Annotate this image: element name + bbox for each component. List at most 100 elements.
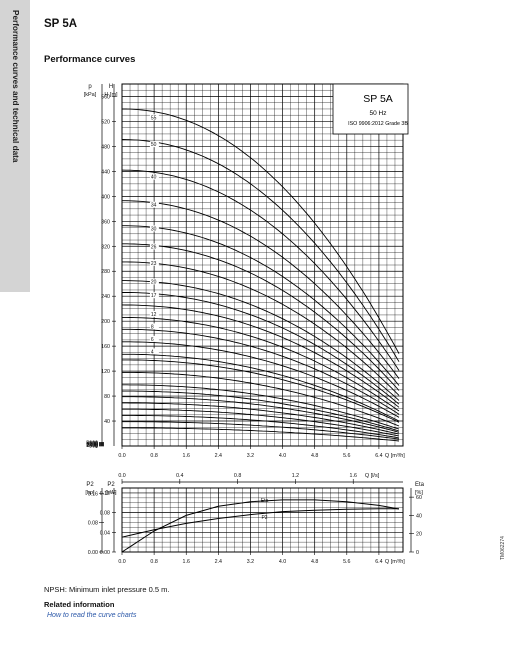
stage-curve-3 [122, 427, 400, 442]
x-axis-tick-label: 4.0 [279, 453, 286, 459]
stage-label-bg [149, 114, 159, 121]
stage-curve-10 [122, 384, 400, 430]
stage-curve-4 [122, 421, 400, 440]
h-axis-tick-label: 440 [101, 169, 110, 175]
flow-axis-unit: Q [l/s] [365, 473, 380, 479]
p-axis-tick-label: 4800 [86, 441, 98, 447]
stage-label-bg [149, 335, 159, 342]
stage-label: 20 [151, 279, 157, 285]
stage-label: 12 [151, 312, 157, 318]
p-axis-unit: [kPa] [84, 92, 97, 98]
stage-curve-40 [122, 200, 400, 379]
p-axis-symbol: p [88, 84, 92, 90]
stage-curve-12 [122, 371, 400, 427]
stage-label: 50 [151, 142, 157, 148]
h-axis-tick-label: 360 [101, 219, 110, 225]
stage-curve-25 [122, 292, 400, 405]
legend-box: SP 5A 50 Hz ISO 9906:2012 Grade 3B [332, 83, 409, 135]
x2-axis-tick-label: 1.6 [183, 559, 190, 565]
hp-axis-symbol: P2 [86, 482, 94, 488]
h-axis-tick-label: 120 [101, 369, 110, 375]
stage-curve-21 [122, 316, 400, 412]
stage-curve-55 [122, 108, 400, 354]
stage-label: 6 [151, 337, 154, 343]
stage-curve-14 [122, 359, 400, 423]
stage-label-bg [149, 141, 159, 148]
stage-curve-5 [122, 414, 400, 439]
stage-label-bg [149, 243, 159, 250]
x2-axis-tick-label: 4.8 [311, 559, 318, 565]
stage-curve-36 [122, 225, 400, 386]
kw-axis-unit: [kW] [106, 490, 117, 496]
p-axis-tick-label: 1600 [86, 443, 98, 449]
eta-axis-tick-label: 60 [416, 495, 422, 501]
hp-axis-unit: [hp] [85, 490, 95, 496]
stage-label-bg [149, 348, 159, 355]
h-axis-tick-label: 40 [104, 419, 110, 425]
stage-label-bg [149, 323, 159, 330]
curve-chart-link[interactable]: How to read the curve charts [47, 612, 137, 619]
stage-curve-23 [121, 304, 400, 408]
h-axis-tick-label: 560 [101, 94, 110, 100]
p-axis-tick-label: 4000 [86, 441, 98, 447]
stage-label-bg [149, 310, 159, 317]
page-title: SP 5A [44, 18, 78, 30]
stage-label-bg [149, 225, 159, 232]
plot2-frame [121, 487, 404, 553]
stage-curve-30 [122, 261, 400, 396]
stage-curve-9 [122, 390, 400, 432]
stage-label-bg [149, 278, 159, 285]
stage-label: 30 [151, 226, 157, 232]
stage-curve-15 [122, 353, 400, 422]
p2-curve-label: P2 [261, 515, 267, 521]
kw-axis-symbol: P2 [107, 482, 115, 488]
stage-label: 8 [151, 324, 154, 330]
p2-curve [121, 508, 399, 538]
stage-curve-50 [121, 139, 400, 362]
stage-label: 4 [151, 349, 154, 355]
stage-label-bg [149, 173, 159, 180]
stage-curve-6 [122, 408, 400, 437]
h-axis-tick-label: 280 [101, 269, 110, 275]
x2-axis-tick-label: 4.0 [279, 559, 286, 565]
stage-curve-19 [122, 328, 400, 415]
stage-label: 26 [151, 245, 157, 251]
x-axis-tick-label: 1.6 [183, 453, 190, 459]
legend-standard: ISO 9906:2012 Grade 3B [348, 121, 408, 127]
h-axis-symbol: H [109, 84, 113, 90]
x-axis-tick-label: 2.4 [215, 453, 222, 459]
stage-curve-17 [122, 341, 400, 418]
eta-axis-tick-label: 40 [416, 513, 422, 519]
kw-axis-tick-label: 0.00 [100, 550, 110, 556]
flow-axis-tick-label: 0.4 [176, 473, 183, 479]
stage-curve-8 [122, 396, 400, 433]
x-axis-tick-label: 5.6 [343, 453, 350, 459]
flow-axis-tick-label: 1.2 [292, 473, 299, 479]
eta-axis-unit: [%] [415, 490, 423, 496]
stage-label: 40 [151, 175, 157, 181]
x2-axis-tick-label: 0.8 [150, 559, 157, 565]
eta-axis-symbol: Eta [415, 482, 425, 488]
eta-curve-label: Eta [261, 498, 269, 504]
stage-curve-27 [122, 280, 400, 401]
x-axis-unit: Q [m³/h] [385, 453, 405, 459]
stage-curve-45 [121, 169, 400, 371]
flow-axis-tick-label: 0.8 [234, 473, 241, 479]
legend-model: SP 5A [363, 93, 393, 105]
h-axis-tick-label: 320 [101, 244, 110, 250]
stage-label: 23 [151, 261, 157, 267]
stage-curve-33 [122, 243, 400, 391]
flow-axis-tick-label: 0.0 [118, 473, 125, 479]
npsh-note: NPSH: Minimum inlet pressure 0.5 m. [44, 585, 170, 594]
kw-axis-tick-label: 0.12 [100, 491, 110, 497]
eta-axis-tick-label: 20 [416, 532, 422, 538]
x-axis-tick-label: 0.8 [150, 453, 157, 459]
hp-axis-tick-label: 0.16 [88, 491, 98, 497]
section-title: Performance curves [44, 54, 136, 65]
p-axis-tick-label: 800 [89, 443, 98, 449]
x-axis-tick-label: 6.4 [375, 453, 382, 459]
p-axis-tick-label: 5600 [86, 440, 98, 446]
x2-axis-unit: Q [m³/h] [385, 559, 405, 565]
hp-axis-tick-label: 0.08 [88, 521, 98, 527]
stage-label: 34 [151, 203, 157, 209]
